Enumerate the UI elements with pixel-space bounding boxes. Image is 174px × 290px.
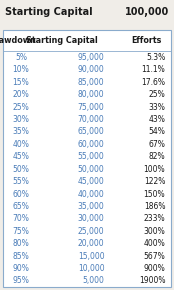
Text: 5.3%: 5.3% bbox=[146, 53, 165, 62]
Text: 80,000: 80,000 bbox=[78, 90, 104, 99]
Text: 35,000: 35,000 bbox=[78, 202, 104, 211]
Text: 70%: 70% bbox=[13, 214, 29, 223]
Bar bbox=[3, 30, 171, 287]
Text: 400%: 400% bbox=[144, 239, 165, 248]
Text: Drawdown: Drawdown bbox=[0, 36, 36, 46]
Text: 80%: 80% bbox=[13, 239, 29, 248]
Text: 30%: 30% bbox=[13, 115, 29, 124]
Text: 50,000: 50,000 bbox=[78, 165, 104, 174]
Text: 11.1%: 11.1% bbox=[142, 66, 165, 75]
Text: 25%: 25% bbox=[13, 103, 29, 112]
Text: 5,000: 5,000 bbox=[82, 276, 104, 285]
Text: 85,000: 85,000 bbox=[78, 78, 104, 87]
Text: 100,000: 100,000 bbox=[125, 7, 169, 17]
Text: 186%: 186% bbox=[144, 202, 165, 211]
Text: 300%: 300% bbox=[144, 227, 165, 236]
Text: 40,000: 40,000 bbox=[78, 190, 104, 199]
Text: 60,000: 60,000 bbox=[78, 140, 104, 149]
Text: 233%: 233% bbox=[144, 214, 165, 223]
Text: 70,000: 70,000 bbox=[78, 115, 104, 124]
Text: 45,000: 45,000 bbox=[78, 177, 104, 186]
Text: 1900%: 1900% bbox=[139, 276, 165, 285]
Text: 90,000: 90,000 bbox=[78, 66, 104, 75]
Text: 900%: 900% bbox=[144, 264, 165, 273]
Text: 60%: 60% bbox=[13, 190, 29, 199]
Text: 25%: 25% bbox=[149, 90, 165, 99]
Text: 5%: 5% bbox=[15, 53, 27, 62]
Text: 100%: 100% bbox=[144, 165, 165, 174]
Text: 75%: 75% bbox=[13, 227, 29, 236]
Text: 20%: 20% bbox=[13, 90, 29, 99]
Text: 567%: 567% bbox=[144, 252, 165, 261]
Text: 33%: 33% bbox=[148, 103, 165, 112]
Text: 43%: 43% bbox=[148, 115, 165, 124]
Text: 95%: 95% bbox=[13, 276, 29, 285]
Text: 55,000: 55,000 bbox=[78, 152, 104, 161]
Text: 17.6%: 17.6% bbox=[141, 78, 165, 87]
Text: 25,000: 25,000 bbox=[78, 227, 104, 236]
Text: 85%: 85% bbox=[13, 252, 29, 261]
Text: 65%: 65% bbox=[13, 202, 29, 211]
Text: 95,000: 95,000 bbox=[78, 53, 104, 62]
Text: 10%: 10% bbox=[13, 66, 29, 75]
Text: 15,000: 15,000 bbox=[78, 252, 104, 261]
Text: 10,000: 10,000 bbox=[78, 264, 104, 273]
Text: Efforts: Efforts bbox=[131, 36, 162, 46]
Text: 122%: 122% bbox=[144, 177, 165, 186]
Text: 15%: 15% bbox=[13, 78, 29, 87]
Text: 54%: 54% bbox=[148, 128, 165, 137]
Text: 40%: 40% bbox=[13, 140, 29, 149]
Text: 90%: 90% bbox=[13, 264, 29, 273]
Text: 20,000: 20,000 bbox=[78, 239, 104, 248]
Text: 150%: 150% bbox=[144, 190, 165, 199]
Text: 75,000: 75,000 bbox=[78, 103, 104, 112]
Text: 82%: 82% bbox=[149, 152, 165, 161]
Text: 55%: 55% bbox=[13, 177, 29, 186]
Text: 65,000: 65,000 bbox=[78, 128, 104, 137]
Text: 45%: 45% bbox=[13, 152, 29, 161]
Text: 35%: 35% bbox=[13, 128, 29, 137]
Text: 30,000: 30,000 bbox=[78, 214, 104, 223]
Text: 50%: 50% bbox=[13, 165, 29, 174]
Text: Starting Capital: Starting Capital bbox=[26, 36, 97, 46]
Text: 67%: 67% bbox=[148, 140, 165, 149]
Text: Starting Capital: Starting Capital bbox=[5, 7, 93, 17]
